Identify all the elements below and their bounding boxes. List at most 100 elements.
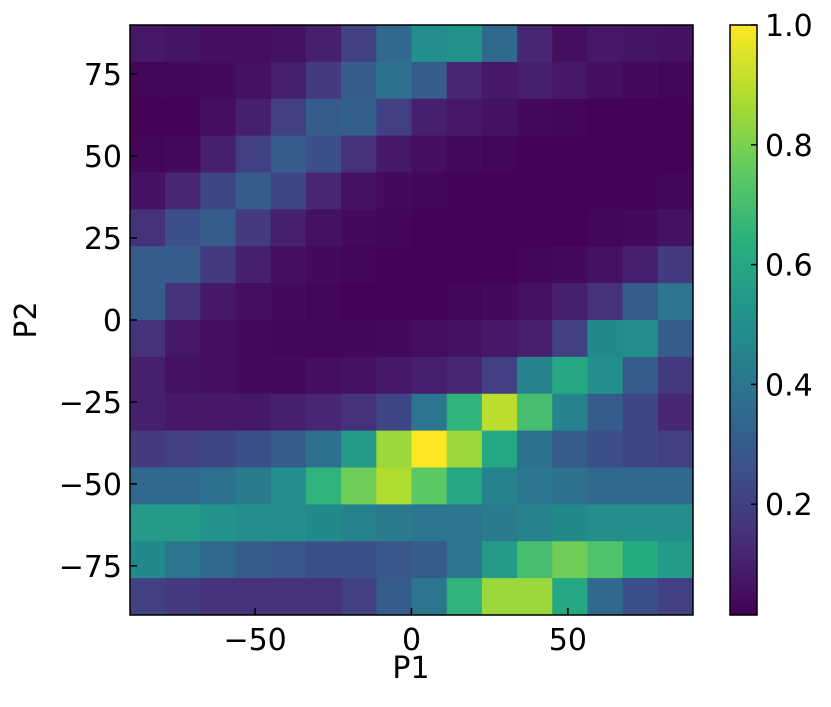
heatmap-cell — [341, 430, 377, 468]
heatmap-cell — [376, 393, 412, 432]
x-axis-label: P1 — [392, 651, 429, 686]
heatmap-cell — [446, 356, 483, 395]
heatmap-cell — [481, 467, 518, 505]
heatmap-cell — [305, 504, 342, 542]
heatmap-cell — [622, 541, 659, 579]
heatmap-cell — [446, 246, 483, 284]
heatmap-cell — [411, 320, 448, 358]
heatmap-cell — [270, 467, 307, 505]
heatmap-cell — [481, 541, 518, 579]
heatmap-cell — [446, 504, 483, 542]
heatmap-cell — [411, 172, 448, 210]
heatmap-cell — [235, 172, 272, 210]
heatmap-cell — [341, 246, 377, 284]
heatmap-cell — [235, 467, 272, 505]
heatmap-cell — [305, 393, 342, 432]
heatmap-cell — [622, 393, 659, 432]
heatmap-cell — [200, 467, 237, 505]
heatmap-cell — [165, 246, 201, 284]
heatmap-cell — [587, 578, 624, 616]
heatmap-cell — [481, 98, 518, 137]
heatmap-cell — [130, 541, 166, 579]
heatmap-cell — [270, 578, 307, 616]
heatmap-cell — [481, 356, 518, 395]
heatmap-cell — [305, 541, 342, 579]
heatmap-cell — [622, 98, 659, 137]
heatmap-cell — [552, 25, 588, 63]
heatmap-cell — [446, 61, 483, 100]
heatmap-cell — [200, 430, 237, 468]
heatmap-cell — [481, 578, 518, 616]
x-tick-label: −50 — [223, 623, 286, 658]
heatmap-cell — [376, 541, 412, 579]
heatmap-cell — [200, 61, 237, 100]
heatmap-cell — [165, 504, 201, 542]
heatmap-cell — [200, 246, 237, 284]
heatmap-cell — [517, 504, 553, 542]
heatmap-cell — [552, 356, 588, 395]
heatmap-cell — [657, 283, 694, 321]
heatmap-cell — [235, 578, 272, 616]
heatmap-cell — [481, 283, 518, 321]
heatmap-cell — [411, 430, 448, 468]
heatmap-cell — [411, 25, 448, 63]
heatmap-cell — [341, 283, 377, 321]
heatmap-cell — [552, 320, 588, 358]
y-tick-label: 50 — [84, 140, 122, 175]
heatmap-cell — [552, 578, 588, 616]
heatmap-cell — [446, 135, 483, 173]
heatmap-cell — [305, 430, 342, 468]
heatmap-cell — [305, 61, 342, 100]
heatmap-cell — [517, 246, 553, 284]
heatmap-cell — [376, 283, 412, 321]
heatmap-cell — [517, 430, 553, 468]
heatmap-cell — [446, 467, 483, 505]
heatmap-cell — [446, 172, 483, 210]
heatmap-cell — [130, 356, 166, 395]
heatmap-cell — [587, 320, 624, 358]
heatmap-cell — [130, 467, 166, 505]
colorbar-tick-label: 0.2 — [765, 488, 813, 523]
heatmap-cell — [165, 61, 201, 100]
heatmap-cell — [305, 172, 342, 210]
heatmap-cell — [552, 541, 588, 579]
heatmap-cell — [341, 356, 377, 395]
heatmap-cell — [341, 98, 377, 137]
heatmap-cell — [552, 393, 588, 432]
heatmap-cell — [481, 504, 518, 542]
heatmap-cell — [376, 172, 412, 210]
heatmap-cell — [587, 541, 624, 579]
heatmap-cell — [517, 541, 553, 579]
heatmap-cell — [657, 578, 694, 616]
heatmap-cell — [517, 25, 553, 63]
heatmap-cell — [552, 209, 588, 247]
heatmap-cell — [657, 25, 694, 63]
heatmap-cell — [235, 504, 272, 542]
heatmap-cell — [165, 172, 201, 210]
heatmap-cell — [446, 320, 483, 358]
heatmap-cell — [517, 135, 553, 173]
heatmap-cell — [130, 25, 166, 63]
heatmap-cell — [130, 172, 166, 210]
heatmap-cell — [622, 467, 659, 505]
heatmap-cell — [341, 467, 377, 505]
heatmap-cell — [481, 135, 518, 173]
heatmap-cell — [235, 246, 272, 284]
heatmap-cell — [165, 25, 201, 63]
heatmap-cell — [341, 541, 377, 579]
heatmap-cell — [587, 135, 624, 173]
heatmap-cell — [657, 135, 694, 173]
heatmap-cell — [376, 430, 412, 468]
heatmap-cell — [517, 61, 553, 100]
heatmap-cell — [411, 393, 448, 432]
heatmap-cell — [587, 504, 624, 542]
heatmap-cell — [552, 430, 588, 468]
y-axis-label: P2 — [9, 301, 44, 338]
heatmap-cell — [376, 98, 412, 137]
heatmap-cell — [446, 98, 483, 137]
heatmap-cell — [200, 393, 237, 432]
heatmap-cell — [481, 209, 518, 247]
heatmap-cell — [165, 467, 201, 505]
heatmap-cell — [235, 393, 272, 432]
heatmap-cell — [411, 283, 448, 321]
